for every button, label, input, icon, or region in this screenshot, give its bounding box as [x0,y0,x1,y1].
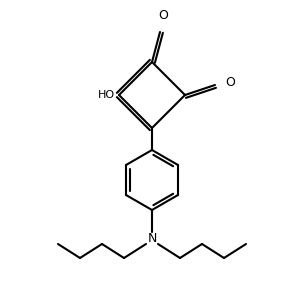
Text: O: O [158,9,168,22]
Text: HO: HO [98,90,115,100]
Text: O: O [225,75,235,88]
Text: N: N [147,231,157,244]
